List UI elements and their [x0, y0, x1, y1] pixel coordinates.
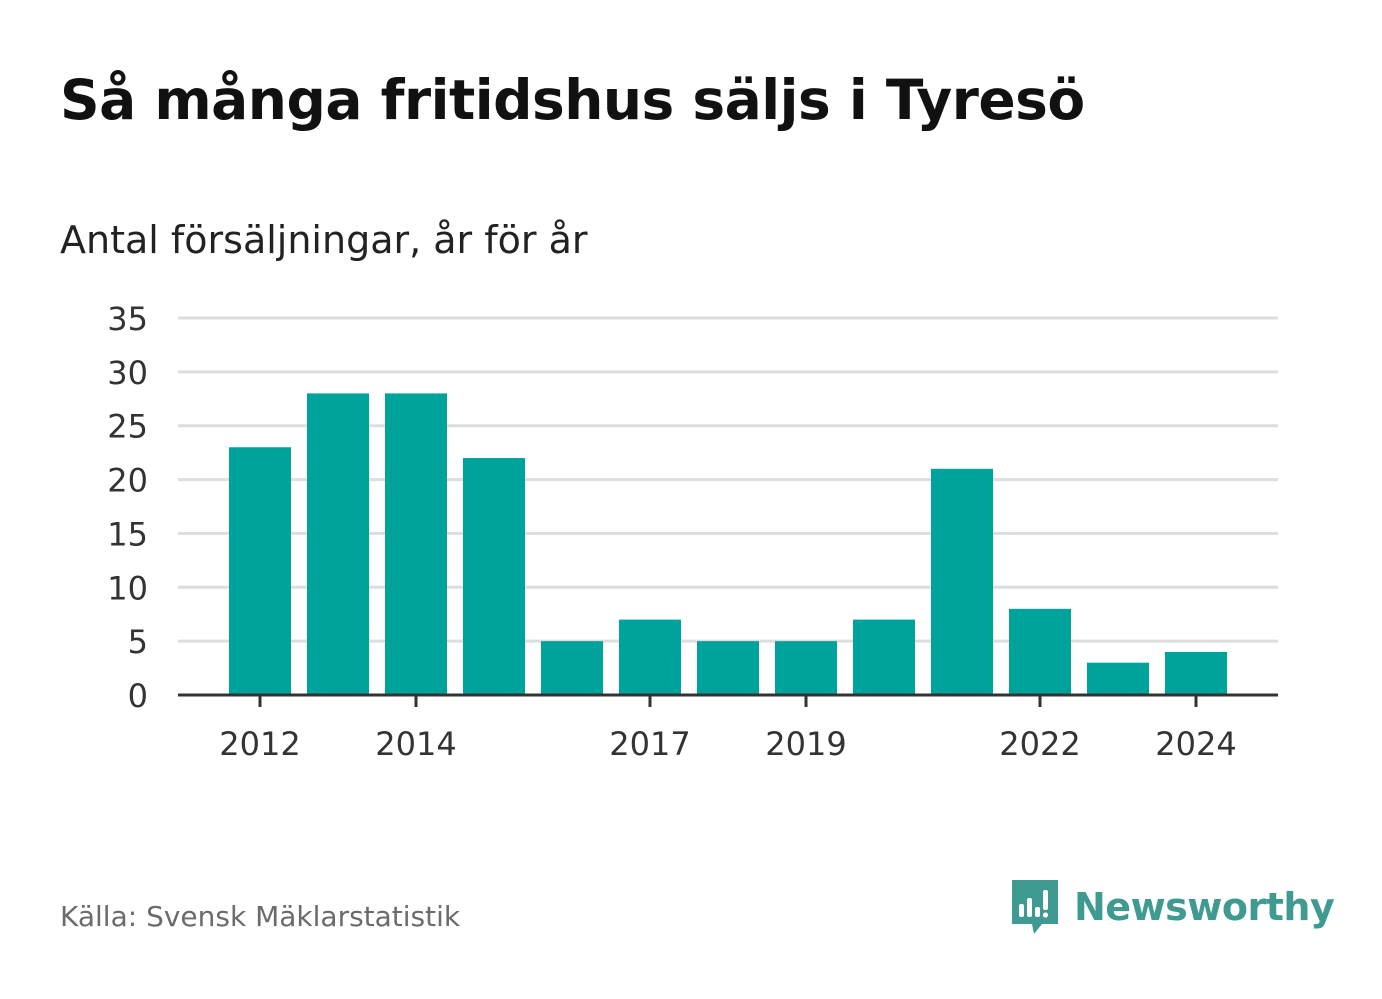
bar-2020	[853, 619, 915, 695]
source-note: Källa: Svensk Mäklarstatistik	[60, 900, 461, 933]
bar-2017	[619, 619, 681, 695]
bar-chart: 0 5 10 15 20 25 30 35 2012 2014 2017 2019 2022 2024	[107, 300, 1278, 763]
y-tick-label: 35	[107, 300, 148, 338]
y-tick-label: 30	[107, 354, 148, 392]
x-tick-label: 2019	[765, 725, 846, 763]
chart-title: Så många fritidshus säljs i Tyresö	[60, 68, 1085, 132]
chart-subtitle: Antal försäljningar, år för år	[60, 218, 588, 262]
x-tick-label: 2012	[219, 725, 300, 763]
x-tick-label: 2014	[375, 725, 456, 763]
x-tick-label: 2024	[1155, 725, 1236, 763]
x-tick-label: 2022	[999, 725, 1080, 763]
y-tick-label: 20	[107, 462, 148, 500]
bar-2021	[931, 468, 993, 695]
newsworthy-logo-icon	[1012, 880, 1058, 934]
bar-2024	[1165, 651, 1227, 695]
bar-2015	[463, 458, 525, 695]
brand-logo: Newsworthy	[1010, 876, 1335, 938]
bar-2014	[385, 393, 447, 695]
bar-2023	[1087, 662, 1149, 695]
y-tick-label: 5	[128, 623, 148, 661]
x-axis: 2012 2014 2017 2019 2022 2024	[178, 693, 1278, 763]
bar-2016	[541, 641, 603, 695]
bar-2012	[229, 447, 291, 695]
bars	[229, 393, 1227, 695]
y-axis-labels: 0 5 10 15 20 25 30 35	[107, 300, 148, 715]
bar-2019	[775, 641, 837, 695]
y-tick-label: 10	[107, 569, 148, 607]
bar-2018	[697, 641, 759, 695]
y-tick-label: 25	[107, 408, 148, 446]
y-tick-label: 15	[107, 515, 148, 553]
brand-name: Newsworthy	[1074, 885, 1335, 929]
bar-2013	[307, 393, 369, 695]
x-tick-label: 2017	[609, 725, 690, 763]
y-tick-label: 0	[128, 677, 148, 715]
bar-2022	[1009, 608, 1071, 695]
